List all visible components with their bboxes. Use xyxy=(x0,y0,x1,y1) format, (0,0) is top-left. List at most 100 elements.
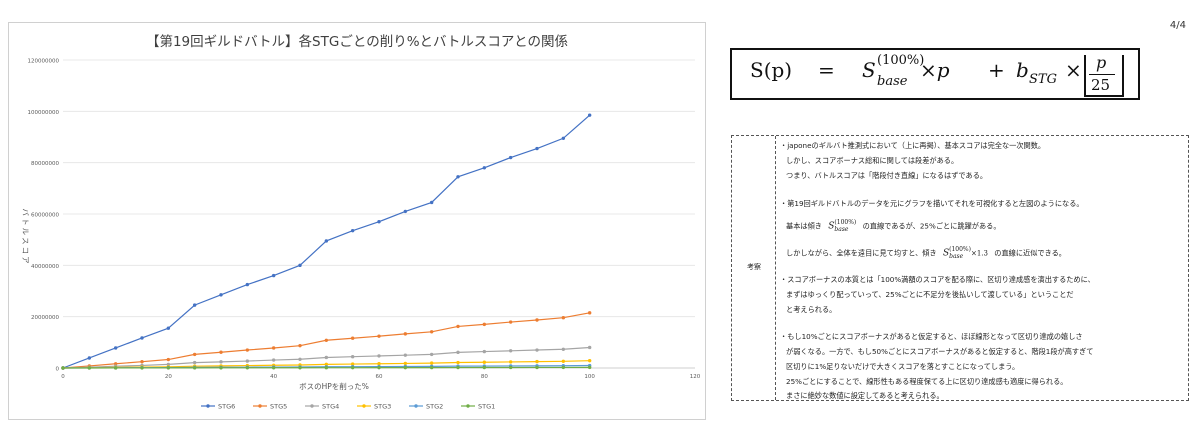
data-point-stg4 xyxy=(192,360,197,365)
data-point-stg4 xyxy=(298,357,302,361)
note-line: 区切りに1%足りないだけで大きくスコアを落とすことになってしまう。 xyxy=(786,362,1020,371)
x-tick-label: 40 xyxy=(270,374,277,380)
formula-fraction-numerator: p xyxy=(1096,53,1107,72)
data-point-stg1 xyxy=(113,366,118,370)
data-point-stg1 xyxy=(140,366,144,370)
data-point-stg1 xyxy=(61,366,65,370)
formula-b-symbol: b xyxy=(1016,58,1029,82)
data-point-stg5 xyxy=(482,322,487,327)
formula-s-subscript: base xyxy=(877,74,908,89)
data-point-stg4 xyxy=(508,349,513,353)
formula-s-symbol: S xyxy=(862,58,876,82)
data-point-stg3 xyxy=(429,361,434,365)
data-point-stg5 xyxy=(140,360,144,364)
inline-approx-formula: S(100%) base ×1.3 xyxy=(943,246,988,260)
data-point-stg4 xyxy=(166,362,171,367)
data-point-stg6 xyxy=(508,155,513,160)
data-point-stg5 xyxy=(324,338,329,342)
legend-marker-stg4 xyxy=(310,404,314,408)
x-tick-label: 60 xyxy=(376,374,383,380)
inline-s: S xyxy=(828,221,835,232)
data-point-stg6 xyxy=(324,239,329,243)
formula-equals: = xyxy=(818,58,835,82)
data-point-stg4 xyxy=(456,350,460,355)
x-tick-label: 80 xyxy=(481,374,488,380)
formula-s-superscript: (100%) xyxy=(877,53,925,68)
formula-times-p: ×p xyxy=(920,58,950,82)
data-point-stg6 xyxy=(298,263,302,268)
data-point-stg4 xyxy=(561,347,566,351)
note-line: ・スコアボーナスの本質とは「100%満額のスコアを配る際に、区切り達成感を演出す… xyxy=(780,275,1095,284)
data-point-stg3 xyxy=(456,360,460,365)
data-point-stg6 xyxy=(245,282,250,287)
data-point-stg1 xyxy=(403,365,408,370)
data-point-stg5 xyxy=(508,320,513,324)
data-point-stg6 xyxy=(456,175,460,179)
note-line: しかし、スコアボーナス総和に関しては段差がある。 xyxy=(786,156,959,165)
page-number: 4/4 xyxy=(1169,20,1186,31)
notes-label-cell: 考察 xyxy=(732,136,776,400)
formula-fraction-bar xyxy=(1089,74,1115,75)
notes-label: 考察 xyxy=(747,263,761,271)
note-slope-suffix: の直線であるが、25%ごとに跳躍がある。 xyxy=(862,221,1001,231)
inline-base-score-formula: S(100%) base xyxy=(828,219,856,233)
formula-plus: + xyxy=(988,58,1005,82)
data-point-stg6 xyxy=(219,293,223,297)
score-formula: S(p) = S (100%) base ×p + b STG × p 25 xyxy=(730,48,1140,100)
axis-layer: 0 20000000 40000000 60000000 80000000 1000000… xyxy=(28,59,701,381)
data-point-stg1 xyxy=(219,366,223,370)
y-axis-label: バトルスコア xyxy=(21,208,30,265)
data-point-stg3 xyxy=(535,359,539,364)
data-point-stg4 xyxy=(350,355,355,359)
data-point-stg5 xyxy=(456,324,460,329)
data-point-stg5 xyxy=(192,352,197,357)
note-line: ・第19回ギルドバトルのデータを元にグラフを描いてそれを可視化すると左図のように… xyxy=(780,199,1084,208)
data-point-stg1 xyxy=(508,365,513,370)
formula-b-subscript: STG xyxy=(1029,72,1057,87)
note-line-approx: しかしながら、全体を遠目に見て均すと、傾き S(100%) base ×1.3 の直… xyxy=(786,246,1066,260)
data-point-stg4 xyxy=(429,352,434,357)
formula-times: × xyxy=(1065,58,1082,82)
y-tick-label: 120000000 xyxy=(28,59,60,65)
data-point-stg1 xyxy=(87,366,92,370)
legend-label-stg2: STG2 xyxy=(426,403,443,411)
data-point-stg3 xyxy=(377,362,381,366)
data-point-stg1 xyxy=(561,365,566,370)
y-tick-label: 40000000 xyxy=(31,264,59,270)
legend-marker-stg5 xyxy=(258,404,262,408)
chart-title: 【第19回ギルドバトル】各STGごとの削り%とバトルスコアとの関係 xyxy=(146,33,568,50)
data-point-stg3 xyxy=(561,359,566,364)
legend-label-stg3: STG3 xyxy=(374,403,391,411)
legend-label-stg4: STG4 xyxy=(322,403,339,411)
data-point-stg1 xyxy=(377,365,381,370)
data-point-stg6 xyxy=(377,220,381,224)
data-point-stg5 xyxy=(561,315,566,320)
data-point-stg6 xyxy=(140,336,144,340)
data-point-stg5 xyxy=(377,334,381,338)
inline-sup: (100%) xyxy=(949,246,971,253)
data-point-stg3 xyxy=(482,360,487,364)
legend-label-stg1: STG1 xyxy=(478,403,495,411)
data-point-stg5 xyxy=(113,362,118,366)
grid-layer xyxy=(63,59,695,369)
data-point-stg1 xyxy=(271,366,276,370)
note-line: つまり、バトルスコアは「階段付き直線」になるはずである。 xyxy=(786,171,988,180)
data-point-stg5 xyxy=(535,318,539,322)
notes-table: 考察 ・japoneのギルバト推測式において（上に再掲）、基本スコアは完全な一次… xyxy=(731,135,1189,401)
data-point-stg6 xyxy=(535,146,539,151)
note-line: が弱くなる。一方で、もし50%ごとにスコアボーナスがあると仮定すると、階段1段が… xyxy=(786,347,1094,356)
series-layer xyxy=(61,113,592,370)
data-point-stg4 xyxy=(377,354,381,358)
y-tick-label: 100000000 xyxy=(28,110,60,116)
data-point-stg6 xyxy=(350,228,355,233)
data-point-stg4 xyxy=(271,358,276,362)
chart-frame: 【第19回ギルドバトル】各STGごとの削り%とバトルスコアとの関係 0 20000… xyxy=(8,22,706,420)
data-point-stg5 xyxy=(271,346,276,350)
y-tick-label: 20000000 xyxy=(31,315,59,321)
data-point-stg3 xyxy=(403,361,408,366)
data-point-stg5 xyxy=(350,336,355,340)
formula-floor-bracket xyxy=(1084,55,1124,97)
data-point-stg1 xyxy=(587,365,592,370)
data-point-stg4 xyxy=(587,345,592,350)
note-line: ・japoneのギルバト推測式において（上に再掲）、基本スコアは完全な一次関数。 xyxy=(780,141,1046,150)
